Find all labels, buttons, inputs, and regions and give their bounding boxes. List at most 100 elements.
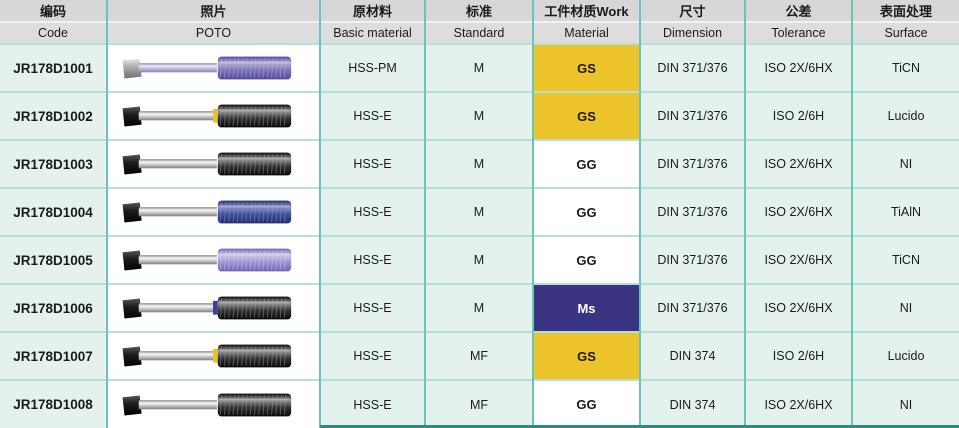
tap-shaft [138,63,217,73]
tap-shank [122,250,142,271]
cell-surface: NI [851,379,959,428]
table-row: JR178D1007 HSS-E MF GS DIN 374 ISO 2/6H Lucido [0,331,959,380]
tap-ring [212,348,218,363]
cell-work_material: GG [532,139,640,188]
tap-shank [122,106,142,127]
tap-photo [122,152,291,176]
table-header: 编码 照片 原材料 标准 工件材质Work 尺寸 公差 表面处理 Code POTO Basic … [0,0,959,44]
cell-surface: NI [851,139,959,188]
tap-shaft [138,207,217,217]
cell-surface: TiCN [851,43,959,92]
cell-basic_material: HSS-E [319,331,425,380]
tap-photo [122,104,291,128]
table-bottom-edge [320,425,959,428]
cell-tolerance: ISO 2X/6HX [744,139,852,188]
tap-shank [122,394,142,415]
column-header-work_material-zh: 工件材质Work [532,0,640,22]
cell-dimension: DIN 371/376 [639,283,745,332]
tap-shaft [138,111,217,121]
cell-work_material: GS [532,91,640,140]
cell-basic_material: HSS-E [319,139,425,188]
column-header-photo-en: POTO [106,21,320,44]
cell-basic_material: HSS-E [319,283,425,332]
tap-shaft [138,351,217,361]
tap-photo [122,296,291,320]
cell-photo [106,283,320,332]
cell-code: JR178D1005 [0,235,107,284]
column-header-standard-en: Standard [424,21,533,44]
tap-photo [122,200,291,224]
table-body: JR178D1001 HSS-PM M GS DIN 371/376 ISO 2X/6HX… [0,43,959,428]
cell-work_material: GG [532,235,640,284]
cell-basic_material: HSS-E [319,187,425,236]
column-header-surface-en: Surface [851,21,959,44]
tap-ring [212,300,218,315]
cell-code: JR178D1003 [0,139,107,188]
tap-shank [122,202,142,223]
cell-tolerance: ISO 2X/6HX [744,43,852,92]
cell-work_material: GS [532,331,640,380]
column-header-code-en: Code [0,21,107,44]
cell-dimension: DIN 371/376 [639,139,745,188]
header-row-en: Code POTO Basic material Standard Material Di… [0,21,959,44]
column-header-standard-zh: 标准 [424,0,533,22]
cell-tolerance: ISO 2/6H [744,331,852,380]
cell-tolerance: ISO 2X/6HX [744,187,852,236]
cell-dimension: DIN 374 [639,379,745,428]
cell-surface: NI [851,283,959,332]
cell-work_material: GG [532,379,640,428]
column-header-dimension-zh: 尺寸 [639,0,745,22]
table-row: JR178D1008 HSS-E MF GG DIN 374 ISO 2X/6HX NI [0,379,959,428]
cell-photo [106,139,320,188]
cell-work_material: GS [532,43,640,92]
cell-standard: M [424,187,533,236]
cell-photo [106,379,320,428]
cell-basic_material: HSS-E [319,235,425,284]
tap-ring [212,108,218,123]
cell-code: JR178D1006 [0,283,107,332]
cell-dimension: DIN 374 [639,331,745,380]
header-row-zh: 编码 照片 原材料 标准 工件材质Work 尺寸 公差 表面处理 [0,0,959,22]
cell-code: JR178D1001 [0,43,107,92]
cell-code: JR178D1008 [0,379,107,428]
cell-tolerance: ISO 2X/6HX [744,379,852,428]
cell-photo [106,43,320,92]
tap-shaft [138,399,217,409]
cell-code: JR178D1002 [0,91,107,140]
column-header-tolerance-zh: 公差 [744,0,852,22]
table-row: JR178D1006 HSS-E M Ms DIN 371/376 ISO 2X/6HX N… [0,283,959,332]
tap-shank [122,298,142,319]
cell-basic_material: HSS-PM [319,43,425,92]
cell-code: JR178D1007 [0,331,107,380]
cell-standard: M [424,91,533,140]
column-header-basic_material-zh: 原材料 [319,0,425,22]
tap-shank [122,58,142,79]
table-row: JR178D1001 HSS-PM M GS DIN 371/376 ISO 2X/6HX… [0,43,959,92]
column-header-code-zh: 编码 [0,0,107,22]
cell-basic_material: HSS-E [319,91,425,140]
tap-photo [122,393,291,416]
cell-standard: M [424,43,533,92]
cell-work_material: Ms [532,283,640,332]
cell-basic_material: HSS-E [319,379,425,428]
cell-standard: MF [424,331,533,380]
table-row: JR178D1004 HSS-E M GG DIN 371/376 ISO 2X/6HX T… [0,187,959,236]
tap-photo [122,248,291,272]
table-row: JR178D1005 HSS-E M GG DIN 371/376 ISO 2X/6HX T… [0,235,959,284]
cell-standard: MF [424,379,533,428]
column-header-surface-zh: 表面处理 [851,0,959,22]
cell-code: JR178D1004 [0,187,107,236]
cell-photo [106,331,320,380]
cell-surface: Lucido [851,91,959,140]
cell-surface: TiAlN [851,187,959,236]
cell-surface: Lucido [851,331,959,380]
cell-dimension: DIN 371/376 [639,91,745,140]
tap-shank [122,154,142,175]
cell-photo [106,235,320,284]
tap-photo [122,56,291,80]
column-header-dimension-en: Dimension [639,21,745,44]
cell-work_material: GG [532,187,640,236]
cell-photo [106,187,320,236]
